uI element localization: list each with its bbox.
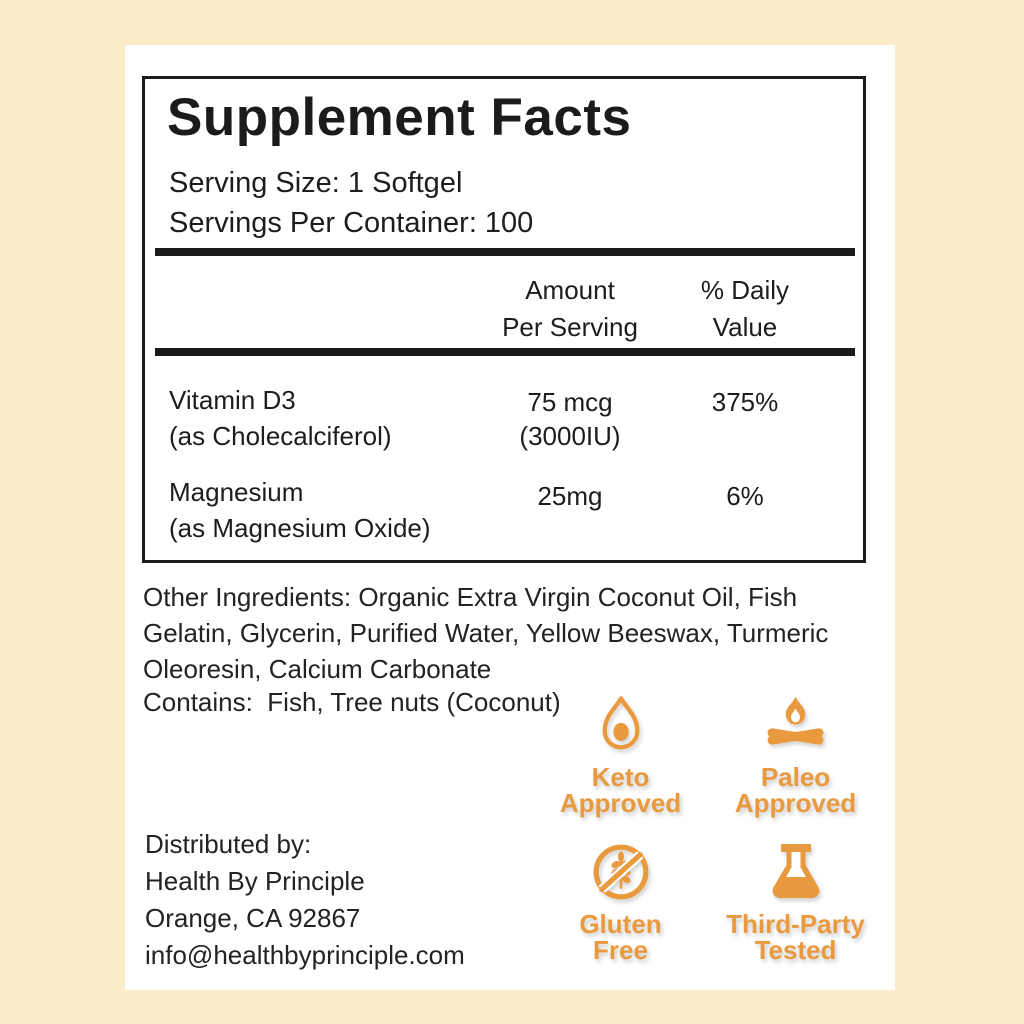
badge-third-party-tested: Third-Party Tested <box>708 842 883 989</box>
contains-text: Contains: Fish, Tree nuts (Coconut) <box>143 687 561 717</box>
servings-per-container-line: Servings Per Container: 100 <box>169 207 534 239</box>
distributor-block: Distributed by: Health By Principle Oran… <box>145 826 465 974</box>
nutrient-name: Vitamin D3 <box>169 385 296 415</box>
nutrient-name-sub: (as Cholecalciferol) <box>169 421 392 451</box>
facts-title: Supplement Facts <box>167 88 632 147</box>
serving-size-line: Serving Size: 1 Softgel <box>169 167 463 199</box>
dv-header-line1: % Daily <box>700 275 790 305</box>
divider-bar-top <box>155 248 855 256</box>
campfire-icon <box>762 695 829 760</box>
certification-badges: Keto Approved Paleo Approved <box>533 695 883 989</box>
amount-header-line1: Amount <box>525 275 615 305</box>
avocado-icon <box>597 695 645 760</box>
nutrient-amount: 75 mcg (3000IU) <box>475 385 665 453</box>
facts-panel: Supplement Facts Serving Size: 1 Softgel… <box>142 76 866 563</box>
badge-paleo-approved: Paleo Approved <box>708 695 883 842</box>
distributor-address: Orange, CA 92867 <box>145 903 361 933</box>
nutrient-daily-value: 6% <box>726 481 764 511</box>
badge-gluten-free: Gluten Free <box>533 842 708 989</box>
amount-per-serving-header: Amount Per Serving <box>475 272 665 346</box>
nutrient-name: Magnesium <box>169 477 304 507</box>
distributor-email: info@healthbyprinciple.com <box>145 940 465 970</box>
amount-header-line2: Per Serving <box>502 312 638 342</box>
nutrient-amount-main: 75 mcg <box>527 387 613 417</box>
flask-icon <box>766 842 826 907</box>
badge-label: Gluten Free <box>579 909 662 965</box>
daily-value-header: % Daily Value <box>665 272 825 346</box>
badge-label: Keto Approved <box>559 762 682 818</box>
distributor-name: Health By Principle <box>145 866 365 896</box>
distributor-heading: Distributed by: <box>145 829 312 859</box>
wheat-slash-icon <box>591 842 651 907</box>
divider-bar-header <box>155 348 855 356</box>
nutrient-amount: 25mg <box>537 481 603 511</box>
nutrient-amount-sub: (3000IU) <box>519 421 621 451</box>
supplement-label: Supplement Facts Serving Size: 1 Softgel… <box>125 45 895 990</box>
badge-keto-approved: Keto Approved <box>533 695 708 842</box>
badge-label: Paleo Approved <box>734 762 857 818</box>
nutrient-daily-value: 375% <box>711 387 779 417</box>
dv-header-line2: Value <box>712 312 778 342</box>
nutrient-name-sub: (as Magnesium Oxide) <box>169 513 431 543</box>
other-ingredients-text: Other Ingredients: Organic Extra Virgin … <box>143 582 829 684</box>
badge-label: Third-Party Tested <box>726 909 865 965</box>
